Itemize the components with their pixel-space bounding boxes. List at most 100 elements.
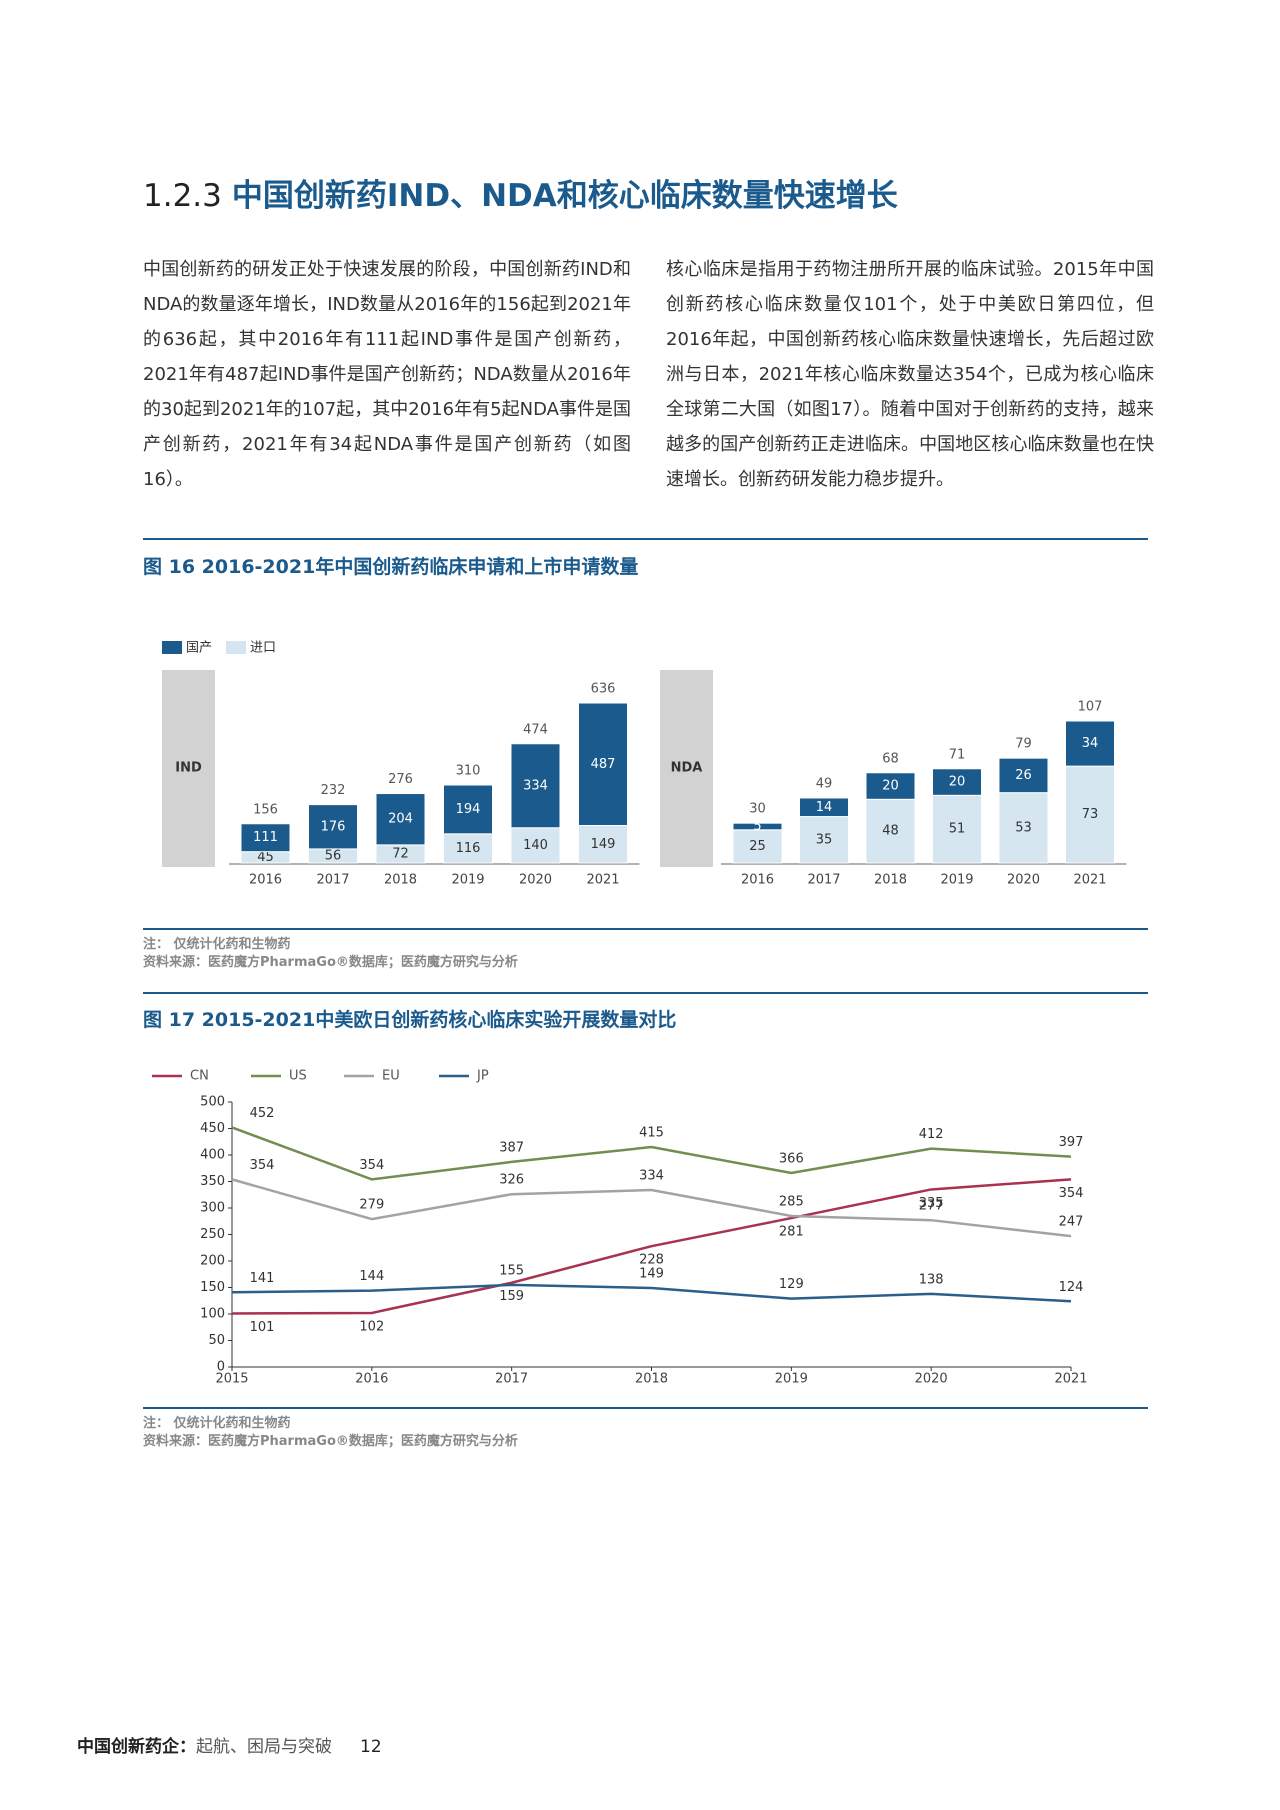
value-label: 56 — [325, 848, 342, 863]
x-tick-label: 2018 — [874, 873, 907, 888]
value-label: 279 — [359, 1198, 384, 1213]
bar-chart: 国产 进口 IND 45 111 156 2016 56 176 232 2017 72 204 276 2… — [162, 641, 1127, 888]
y-tick-label: 100 — [200, 1307, 225, 1322]
footer-title: 中国创新药企： — [77, 1737, 196, 1757]
value-label: 51 — [949, 822, 966, 837]
value-label: 72 — [392, 846, 409, 861]
value-label: 354 — [1059, 1186, 1084, 1201]
value-label: 14 — [816, 800, 833, 815]
legend-label: 国产 — [186, 641, 212, 656]
y-tick-label: 200 — [200, 1254, 225, 1269]
paragraph: 中国创新药的研发正处于快速发展的阶段，中国创新药IND和NDA的数量逐年增长，I… — [143, 259, 631, 490]
x-tick-label: 2017 — [807, 873, 840, 888]
x-tick-label: 2019 — [940, 873, 973, 888]
y-tick-label: 400 — [200, 1148, 225, 1163]
figure-source: 资料来源：医药魔方PharmaGo®数据库；医药魔方研究与分析 — [143, 955, 518, 970]
figure-title: 图 17 2015-2021中美欧日创新药核心临床实验开展数量对比 — [143, 1009, 677, 1031]
bar-segment — [1065, 720, 1115, 767]
bar-segment — [865, 798, 916, 864]
bar-segment — [578, 825, 628, 864]
x-tick-label: 2019 — [451, 873, 484, 888]
value-label: 149 — [639, 1267, 664, 1282]
value-label: 45 — [257, 850, 274, 865]
line — [231, 1178, 1072, 1315]
value-label: 34 — [1082, 736, 1099, 751]
legend-swatch — [162, 641, 182, 654]
bar-segment — [578, 702, 628, 827]
value-label: 111 — [253, 830, 278, 845]
y-tick-label: 500 — [200, 1095, 225, 1110]
value-label: 397 — [1059, 1135, 1084, 1150]
figure-note: 注： 仅统计化药和生物药 — [143, 937, 291, 952]
value-label: 159 — [499, 1289, 524, 1304]
bar-segment — [308, 804, 358, 850]
value-label: 326 — [499, 1173, 524, 1188]
rule — [143, 992, 1148, 994]
legend-label: 进口 — [250, 641, 276, 656]
total-label: 310 — [456, 764, 481, 779]
panel-box — [660, 670, 713, 867]
y-tick-label: 350 — [200, 1174, 225, 1189]
value-label: 204 — [388, 812, 413, 827]
bar-segment — [510, 743, 561, 829]
bar-segment — [1065, 765, 1115, 864]
bar-segment — [865, 772, 916, 800]
value-label: 335 — [919, 1196, 944, 1211]
value-label: 285 — [779, 1194, 804, 1209]
bar-segment — [732, 822, 783, 831]
x-tick-label: 2021 — [586, 873, 619, 888]
value-label: 73 — [1082, 807, 1099, 822]
total-label: 474 — [523, 722, 548, 737]
page-number: 12 — [360, 1737, 382, 1757]
bar-segment — [998, 792, 1049, 864]
value-label: 194 — [456, 802, 481, 817]
value-label: 334 — [523, 778, 548, 793]
y-tick-label: 50 — [208, 1333, 225, 1348]
x-tick-label: 2015 — [215, 1372, 248, 1387]
x-tick-label: 2016 — [741, 873, 774, 888]
value-label: 247 — [1059, 1215, 1084, 1230]
value-label: 53 — [1015, 820, 1032, 835]
value-label: 48 — [882, 824, 899, 839]
x-tick-label: 2020 — [915, 1372, 948, 1387]
legend-label: JP — [476, 1069, 489, 1084]
heading-title: 中国创新药IND、NDA和核心临床数量快速增长 — [231, 178, 898, 214]
legend-label: US — [289, 1069, 307, 1084]
legend-label: EU — [382, 1069, 400, 1084]
bar-segment — [932, 794, 982, 864]
value-label: 102 — [359, 1319, 384, 1334]
bar-segment — [799, 797, 849, 818]
value-label: 25 — [749, 839, 766, 854]
total-label: 107 — [1078, 700, 1103, 715]
rule — [143, 928, 1148, 930]
x-tick-label: 2020 — [519, 873, 552, 888]
value-label: 281 — [779, 1225, 804, 1240]
value-label: 415 — [639, 1126, 664, 1141]
x-tick-label: 2021 — [1054, 1372, 1087, 1387]
value-label: 354 — [250, 1158, 275, 1173]
total-label: 232 — [321, 783, 346, 798]
figure-note: 注： 仅统计化药和生物药 — [143, 1416, 291, 1431]
x-tick-label: 2020 — [1007, 873, 1040, 888]
value-label: 412 — [919, 1127, 944, 1142]
y-tick-label: 150 — [200, 1280, 225, 1295]
total-label: 276 — [388, 772, 413, 787]
footer: 中国创新药企：起航、困局与突破 12 — [77, 1732, 382, 1757]
line — [231, 1283, 1072, 1303]
value-label: 35 — [816, 832, 833, 847]
paragraph: 核心临床是指用于药物注册所开展的临床试验。2015年中国创新药核心临床数量仅10… — [666, 259, 1154, 490]
value-label: 144 — [359, 1269, 384, 1284]
total-label: 79 — [1015, 737, 1032, 752]
value-label: 20 — [882, 779, 899, 794]
value-label: 129 — [779, 1277, 804, 1292]
value-label: 277 — [919, 1199, 944, 1214]
value-label: 387 — [499, 1140, 524, 1155]
value-label: 228 — [639, 1253, 664, 1268]
value-label: 155 — [499, 1263, 524, 1278]
heading: 1.2.3 中国创新药IND、NDA和核心临床数量快速增长 — [143, 170, 898, 215]
value-label: 366 — [779, 1152, 804, 1167]
legend-label: CN — [190, 1069, 209, 1084]
bar-segment — [998, 757, 1049, 794]
value-label: 141 — [250, 1271, 275, 1286]
